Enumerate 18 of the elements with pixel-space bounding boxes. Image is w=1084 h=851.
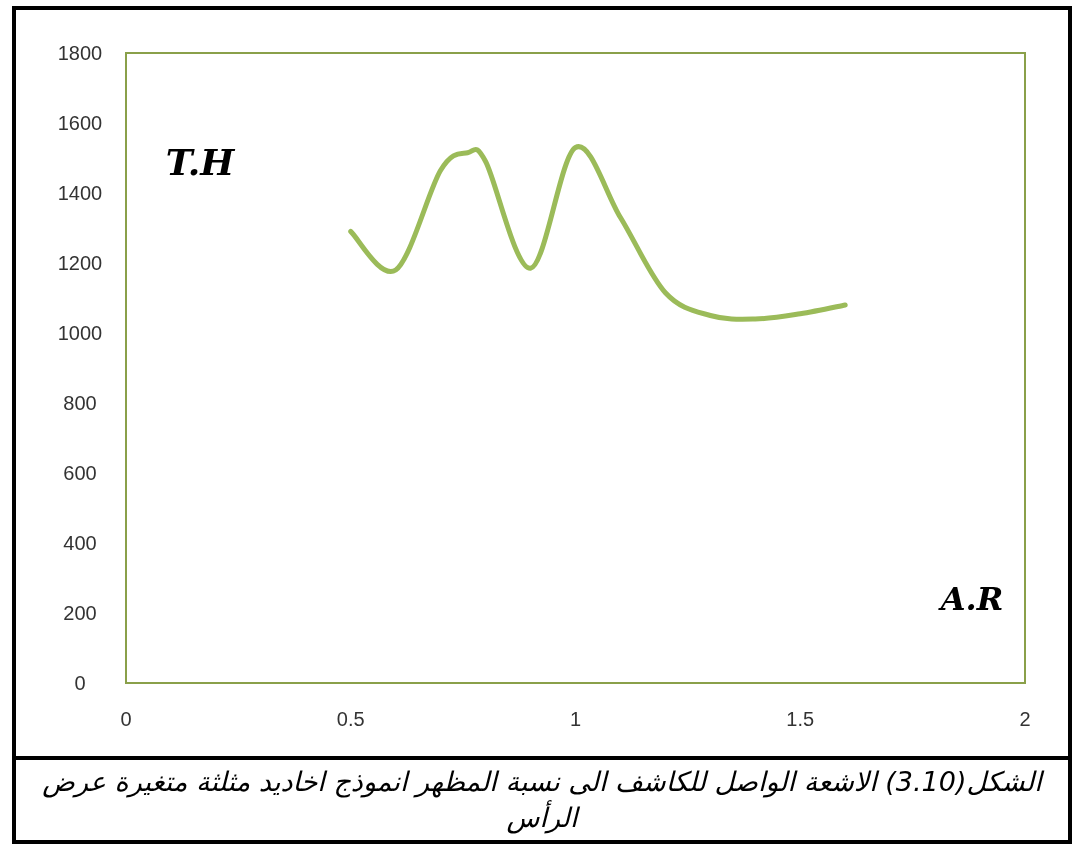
y-axis-title: T.H	[165, 141, 236, 183]
y-tick-label: 1400	[57, 182, 103, 204]
y-tick-label: 600	[63, 462, 97, 484]
y-tick-label: 200	[63, 602, 97, 624]
x-tick-label: 0	[120, 708, 132, 730]
y-tick-label: 400	[63, 532, 97, 554]
y-tick-label: 1000	[57, 322, 103, 344]
x-tick-label: 0.5	[336, 708, 365, 730]
x-tick-label: 2	[1019, 708, 1031, 730]
y-tick-label: 1800	[57, 42, 103, 64]
x-axis-title: A.R	[937, 580, 1004, 618]
text: الشكل(3.10) الاشعة الواصل للكاشف الى نسبة المظهر انموذج اخاديد مثلثة متغيرة عرض الرأس	[41, 765, 1046, 836]
y-tick-label: 800	[63, 392, 97, 414]
x-tick-label: 1.5	[786, 708, 815, 730]
y-tick-label: 1200	[57, 252, 103, 274]
x-tick-label: 1	[569, 708, 582, 730]
y-tick-label: 0	[74, 672, 86, 694]
y-tick-label: 1600	[57, 112, 103, 134]
